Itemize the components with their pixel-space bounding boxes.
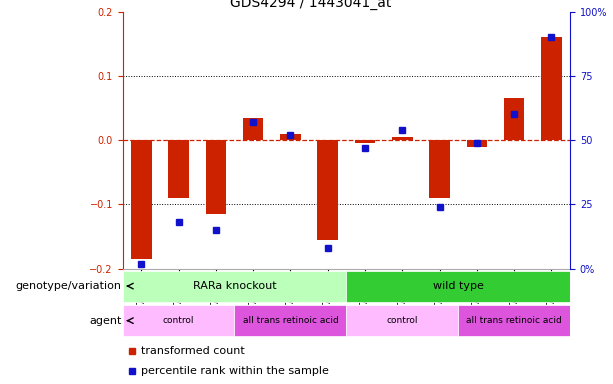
Bar bbox=[318, 140, 338, 240]
Bar bbox=[458, 305, 570, 336]
Bar bbox=[504, 98, 524, 140]
Text: control: control bbox=[387, 316, 418, 325]
Bar bbox=[541, 37, 562, 140]
Title: GDS4294 / 1443041_at: GDS4294 / 1443041_at bbox=[230, 0, 391, 10]
Bar bbox=[234, 305, 346, 336]
Bar bbox=[123, 305, 234, 336]
Bar bbox=[131, 140, 151, 259]
Bar bbox=[392, 137, 413, 140]
Bar bbox=[169, 140, 189, 198]
Text: wild type: wild type bbox=[433, 281, 484, 291]
Bar bbox=[280, 134, 300, 140]
Text: control: control bbox=[163, 316, 194, 325]
Text: all trans retinoic acid: all trans retinoic acid bbox=[243, 316, 338, 325]
Bar bbox=[466, 140, 487, 147]
Bar bbox=[346, 271, 570, 302]
Text: genotype/variation: genotype/variation bbox=[16, 281, 122, 291]
Text: transformed count: transformed count bbox=[142, 346, 245, 356]
Text: RARa knockout: RARa knockout bbox=[192, 281, 276, 291]
Bar bbox=[429, 140, 450, 198]
Bar bbox=[346, 305, 458, 336]
Text: all trans retinoic acid: all trans retinoic acid bbox=[466, 316, 562, 325]
Text: agent: agent bbox=[89, 316, 122, 326]
Bar bbox=[205, 140, 226, 214]
Bar bbox=[355, 140, 375, 143]
Bar bbox=[243, 118, 264, 140]
Bar bbox=[123, 271, 346, 302]
Text: percentile rank within the sample: percentile rank within the sample bbox=[142, 366, 329, 376]
